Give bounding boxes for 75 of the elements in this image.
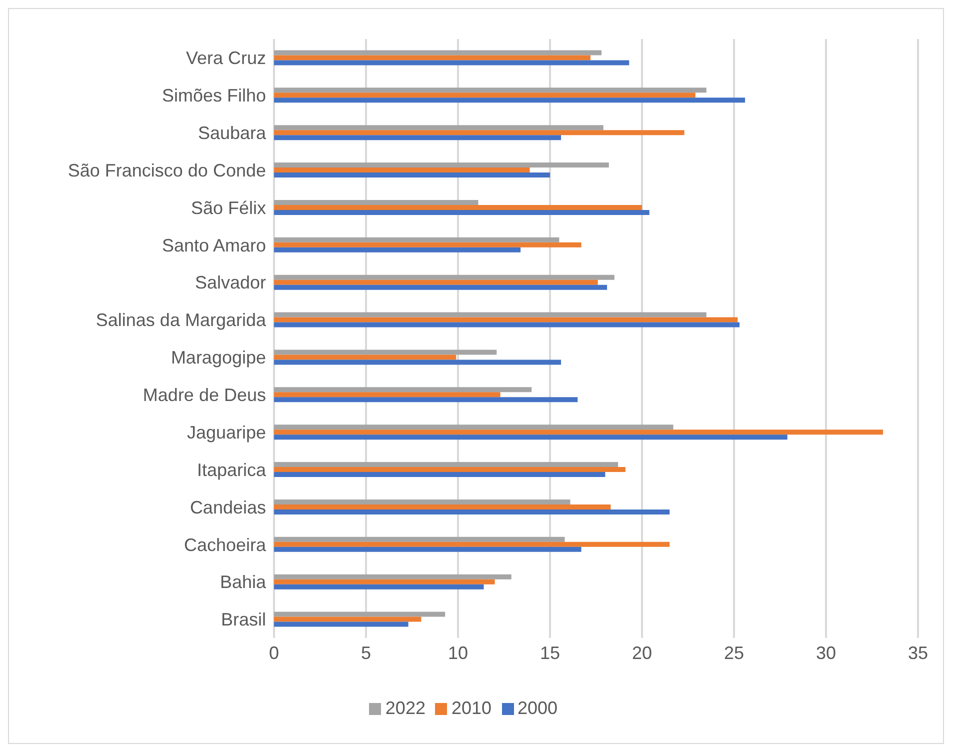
x-tick-label: 5 <box>360 642 372 663</box>
bar <box>274 392 500 398</box>
x-tick-label: 30 <box>816 642 836 663</box>
x-tick-label: 0 <box>268 642 280 663</box>
x-tick-label: 35 <box>908 642 928 663</box>
legend-label: 2000 <box>518 698 558 718</box>
bar <box>274 280 598 285</box>
bar <box>274 237 560 242</box>
x-tick-label: 20 <box>632 642 652 663</box>
y-tick-label: Salinas da Margarida <box>96 310 267 330</box>
bar <box>274 467 626 472</box>
y-tick-label: Bahia <box>220 572 267 592</box>
bar <box>274 50 602 56</box>
bar <box>274 135 562 140</box>
bar <box>274 360 562 365</box>
bar <box>274 504 611 510</box>
bar <box>274 397 578 402</box>
y-tick-label: Maragogipe <box>170 348 266 368</box>
y-tick-label: Jaguaripe <box>186 422 266 442</box>
bar <box>274 536 565 542</box>
bar <box>274 125 604 130</box>
bar <box>274 612 446 617</box>
bar <box>274 312 706 318</box>
bar <box>274 387 532 392</box>
bar <box>274 92 696 98</box>
legend-label: 2010 <box>451 698 492 718</box>
bar <box>274 354 456 360</box>
x-tick-label: 15 <box>540 642 560 663</box>
bar <box>274 579 495 584</box>
bar <box>274 168 530 173</box>
bar <box>274 284 608 290</box>
bar <box>274 130 684 136</box>
bar <box>274 622 408 627</box>
x-tick-label: 10 <box>448 642 468 663</box>
legend-label: 2022 <box>385 698 426 718</box>
bar <box>274 172 550 178</box>
y-tick-label: Salvador <box>194 272 266 293</box>
y-tick-label: Saubara <box>198 122 267 143</box>
y-tick-label: Simões Filho <box>162 86 266 106</box>
bar <box>274 55 590 60</box>
y-tick-label: Santo Amaro <box>162 235 266 256</box>
bar <box>274 574 512 580</box>
bar <box>274 242 582 248</box>
bar <box>274 424 674 430</box>
bar <box>274 499 570 504</box>
x-tick-label: 25 <box>724 642 744 663</box>
bar <box>274 322 740 328</box>
y-tick-label: Madre de Deus <box>142 385 266 406</box>
bar <box>274 210 650 215</box>
bar <box>274 247 521 252</box>
bar <box>274 546 582 552</box>
bar <box>274 509 670 514</box>
y-tick-label: São Francisco do Conde <box>68 160 266 180</box>
bar <box>274 98 746 103</box>
bar <box>274 200 478 205</box>
bar <box>274 462 618 468</box>
bar <box>274 204 642 210</box>
bar <box>274 162 609 168</box>
bar <box>274 60 630 66</box>
bar <box>274 584 484 590</box>
bar <box>274 542 670 547</box>
bar <box>274 274 614 280</box>
y-tick-label: São Félix <box>190 198 266 218</box>
bar <box>274 434 788 440</box>
bar <box>274 317 738 322</box>
bar <box>274 430 884 435</box>
y-tick-label: Brasil <box>220 610 266 630</box>
bar <box>274 472 606 478</box>
y-tick-label: Itaparica <box>196 460 267 480</box>
y-tick-label: Cachoeira <box>184 534 267 555</box>
y-tick-label: Vera Cruz <box>186 48 266 68</box>
bar <box>274 616 422 622</box>
y-tick-label: Candeias <box>190 497 266 518</box>
bar <box>274 350 497 355</box>
bar <box>274 88 706 93</box>
